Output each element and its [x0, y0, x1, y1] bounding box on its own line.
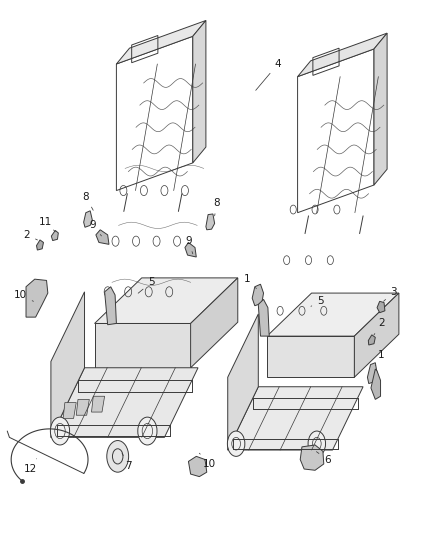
Polygon shape [193, 20, 206, 163]
Text: 8: 8 [213, 198, 220, 216]
Polygon shape [267, 293, 399, 336]
Polygon shape [300, 445, 324, 470]
Text: 2: 2 [374, 318, 385, 335]
Text: 11: 11 [39, 217, 55, 232]
Polygon shape [84, 211, 92, 227]
Polygon shape [36, 240, 43, 250]
Polygon shape [51, 292, 85, 438]
Polygon shape [297, 33, 387, 77]
Text: 10: 10 [14, 290, 33, 301]
Text: 1: 1 [244, 274, 256, 288]
Polygon shape [371, 369, 381, 399]
Polygon shape [367, 362, 377, 384]
Polygon shape [191, 278, 238, 368]
Polygon shape [51, 368, 198, 438]
Text: 7: 7 [122, 453, 131, 471]
Polygon shape [267, 336, 354, 377]
Polygon shape [26, 279, 48, 317]
Polygon shape [252, 284, 264, 306]
Polygon shape [185, 243, 196, 257]
Polygon shape [374, 33, 387, 185]
Polygon shape [354, 293, 399, 377]
Text: 3: 3 [384, 287, 397, 301]
Polygon shape [188, 456, 207, 477]
Polygon shape [95, 324, 191, 368]
Circle shape [50, 417, 70, 445]
Text: 4: 4 [256, 59, 281, 90]
Polygon shape [228, 314, 258, 450]
Circle shape [308, 431, 325, 456]
Text: 9: 9 [89, 220, 102, 236]
Circle shape [138, 417, 157, 445]
Text: 1: 1 [375, 350, 385, 365]
Polygon shape [368, 335, 375, 345]
Text: 12: 12 [24, 459, 37, 474]
Polygon shape [258, 300, 269, 336]
Polygon shape [51, 230, 58, 240]
Circle shape [227, 431, 245, 456]
Polygon shape [117, 20, 206, 64]
Text: 8: 8 [82, 192, 93, 211]
Text: 9: 9 [185, 236, 193, 254]
Circle shape [107, 441, 129, 472]
Polygon shape [92, 396, 105, 412]
Polygon shape [377, 301, 385, 313]
Polygon shape [63, 402, 76, 418]
Text: 5: 5 [311, 296, 324, 306]
Polygon shape [105, 287, 117, 325]
Text: 10: 10 [199, 453, 216, 469]
Text: 5: 5 [138, 277, 155, 293]
Polygon shape [228, 387, 363, 450]
Polygon shape [76, 399, 89, 415]
Polygon shape [96, 230, 109, 244]
Text: 6: 6 [316, 451, 331, 465]
Polygon shape [95, 278, 238, 324]
Text: 2: 2 [24, 230, 38, 240]
Polygon shape [206, 214, 215, 230]
